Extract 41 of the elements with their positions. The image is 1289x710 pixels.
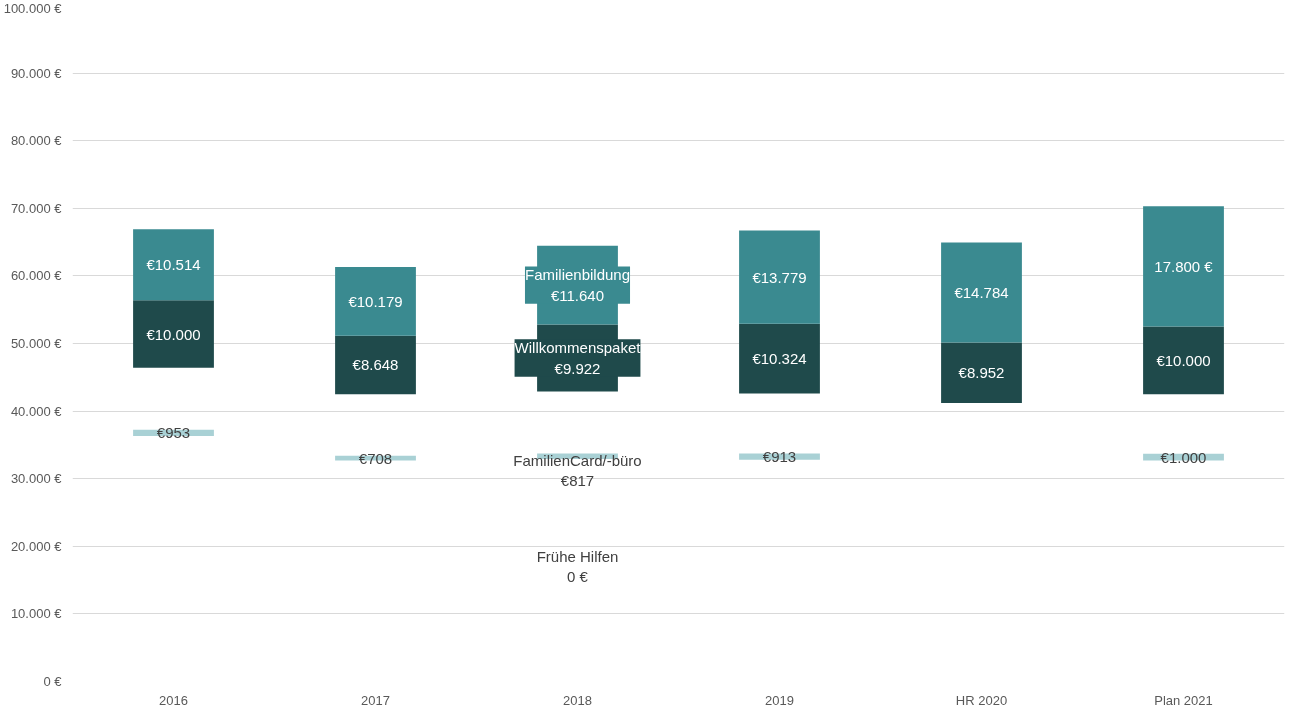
data-label: €708 [358, 449, 393, 467]
x-tick-label: 2017 [361, 692, 390, 708]
x-tick-label: 2018 [563, 692, 592, 708]
data-label: €10.324 [752, 350, 807, 368]
y-tick-label: 80.000 € [10, 133, 63, 149]
y-tick-label: 0 € [43, 674, 63, 689]
x-tick-label: Plan 2021 [1154, 692, 1213, 708]
y-tick-label: 100.000 € [3, 0, 63, 16]
data-label: €10.000 [1156, 351, 1211, 369]
data-label: €8.952 [958, 364, 1005, 382]
bar [941, 242, 1022, 343]
bar [133, 229, 214, 301]
y-tick-label: 60.000 € [10, 268, 63, 284]
bar [133, 300, 214, 368]
y-tick-label: 30.000 € [10, 471, 63, 487]
data-label: €10.179 [348, 292, 403, 310]
data-label: 17.800 € [1154, 257, 1214, 275]
bar [941, 342, 1022, 403]
y-tick-label: 50.000 € [10, 336, 63, 351]
y-tick-label: 90.000 € [10, 65, 63, 81]
bar [1143, 206, 1224, 327]
bar [739, 230, 820, 324]
bar [739, 323, 820, 394]
data-label: €13.779 [752, 268, 807, 286]
bar [335, 335, 416, 395]
y-tick-label: 70.000 € [10, 200, 63, 216]
x-tick-label: 2016 [159, 692, 188, 708]
x-tick-label: 2019 [765, 692, 794, 708]
y-tick-label: 20.000 € [10, 538, 63, 554]
data-label: €10.514 [146, 256, 201, 274]
data-label: €14.784 [954, 284, 1009, 301]
bar [1143, 326, 1224, 395]
data-label: FamilienCard/-büro €817 [513, 451, 642, 490]
x-tick-label: HR 2020 [955, 692, 1008, 708]
annotation: Frühe Hilfen 0 € [536, 547, 619, 586]
bar [335, 266, 416, 336]
y-tick-label: 40.000 € [10, 403, 63, 419]
data-label: Familienbildung €11.640 [524, 266, 631, 304]
data-label: €8.648 [352, 356, 399, 374]
data-label: €10.000 [146, 325, 201, 343]
y-tick-label: 10.000 € [10, 606, 63, 622]
